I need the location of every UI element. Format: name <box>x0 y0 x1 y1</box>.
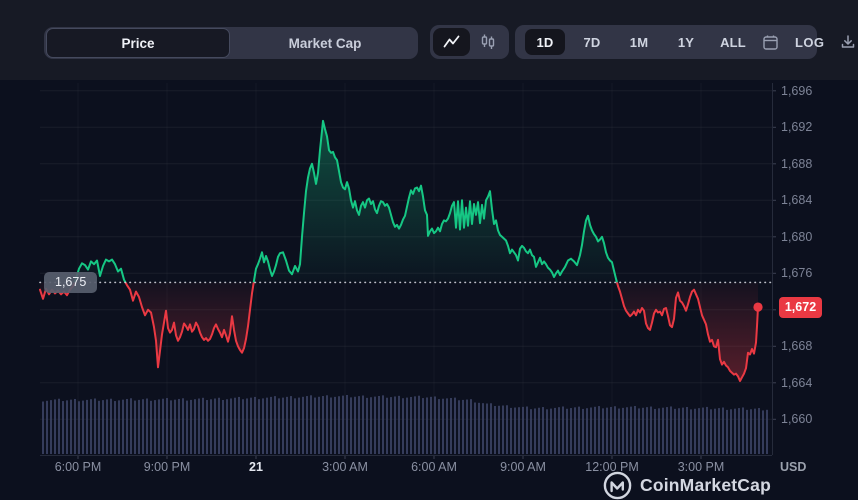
chart-type-toggle <box>430 25 509 59</box>
line-chart-icon <box>443 35 460 49</box>
axis-labels: 1,696 1,692 1,688 1,684 1,680 1,676 1,672 1,668… <box>0 80 858 500</box>
y-axis-label: 1,692 <box>781 120 813 135</box>
currency-unit-label: USD <box>780 460 807 474</box>
calendar-icon <box>762 34 779 51</box>
tab-price[interactable]: Price <box>46 28 230 58</box>
coinmarketcap-logo-icon <box>603 471 632 500</box>
coinmarketcap-watermark: CoinMarketCap <box>603 471 771 500</box>
y-axis-label: 1,684 <box>781 193 813 208</box>
y-axis-label: 1,680 <box>781 229 813 244</box>
download-icon <box>840 34 856 50</box>
download-button[interactable] <box>840 29 856 55</box>
range-buttons: 1D 7D 1M 1Y ALL <box>525 29 753 55</box>
y-axis-label: 1,660 <box>781 412 813 427</box>
x-axis-label: 3:00 PM <box>677 460 725 474</box>
range-1d-button[interactable]: 1D <box>525 29 565 55</box>
metric-toggle: Price Market Cap <box>44 27 418 59</box>
y-axis-label: 1,688 <box>781 156 813 171</box>
range-all-button[interactable]: ALL <box>720 34 746 50</box>
x-axis-label: 6:00 AM <box>411 460 457 474</box>
price-chart-canvas[interactable] <box>0 80 858 500</box>
y-axis-label: 1,676 <box>781 266 813 281</box>
current-price-badge: 1,672 <box>779 296 822 318</box>
watermark-label: CoinMarketCap <box>640 475 771 495</box>
range-7d-button[interactable]: 7D <box>583 34 601 50</box>
x-axis-label: 12:00 PM <box>585 460 639 474</box>
y-axis-label: 1,668 <box>781 339 813 354</box>
x-axis-label: 6:00 PM <box>54 460 102 474</box>
candlestick-chart-icon <box>480 34 496 50</box>
calendar-button[interactable] <box>762 29 779 55</box>
x-axis-label: 9:00 PM <box>143 460 191 474</box>
x-axis-label: 3:00 AM <box>322 460 368 474</box>
range-1m-button[interactable]: 1M <box>629 34 649 50</box>
price-chart[interactable]: 1,675 1,672 CoinMarketCap 1,696 1,692 1,68… <box>0 80 858 500</box>
range-toolbar: 1D 7D 1M 1Y ALL LOG <box>515 25 855 59</box>
candlestick-chart-button[interactable] <box>470 28 507 56</box>
range-1y-button[interactable]: 1Y <box>677 34 695 50</box>
x-axis-label: 9:00 AM <box>500 460 546 474</box>
x-axis-label: 21 <box>249 460 263 474</box>
open-price-tag: 1,675 <box>44 271 98 293</box>
y-axis-label: 1,664 <box>781 375 813 390</box>
tab-market-cap[interactable]: Market Cap <box>288 35 362 51</box>
log-scale-button[interactable]: LOG <box>795 34 825 50</box>
line-chart-button[interactable] <box>433 28 470 56</box>
y-axis-label: 1,696 <box>781 83 813 98</box>
